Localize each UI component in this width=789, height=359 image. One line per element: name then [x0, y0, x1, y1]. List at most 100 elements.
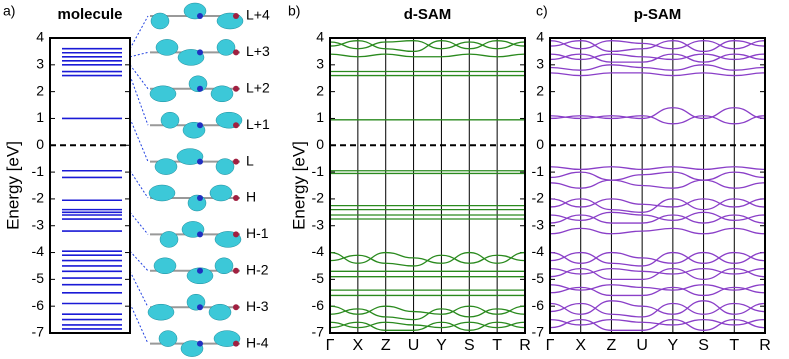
- y-tick-label: -3: [532, 216, 545, 232]
- x-tick-label: T: [492, 337, 502, 354]
- atom: [197, 49, 203, 56]
- y-tick-label: -6: [532, 297, 545, 313]
- atom: [197, 231, 203, 238]
- orbital-arrow: [129, 250, 149, 272]
- orbital-lobe: [149, 85, 177, 103]
- y-tick-label: -5: [532, 270, 545, 286]
- band: [329, 251, 526, 264]
- band: [549, 286, 766, 297]
- y-tick-label: 2: [316, 82, 324, 98]
- orbital-arrow: [129, 118, 149, 162]
- y-tick-label: 0: [536, 136, 544, 152]
- y-tick-label: 4: [36, 29, 44, 45]
- band: [549, 171, 766, 181]
- plot-frame: [49, 37, 131, 334]
- band: [549, 267, 766, 281]
- x-tick-label: S: [698, 337, 709, 354]
- orbital-arrow: [129, 75, 149, 126]
- atom: [197, 267, 203, 274]
- orbital-arrow: [129, 15, 149, 49]
- band: [549, 166, 766, 171]
- plot-frame: [549, 37, 766, 334]
- atom: [197, 85, 203, 92]
- orbital-label: L+1: [246, 116, 270, 132]
- y-tick-label: 1: [316, 109, 324, 125]
- band: [549, 227, 766, 235]
- orbital-label: H-3: [246, 298, 269, 314]
- y-tick-label: 0: [316, 136, 324, 152]
- panel-label: c): [536, 3, 548, 19]
- orbital-arrow: [129, 64, 149, 90]
- atom: [197, 122, 203, 129]
- y-tick-label: -4: [532, 243, 545, 259]
- orbital-lobe: [176, 148, 204, 165]
- orbital-lobe: [215, 158, 235, 175]
- band: [549, 198, 766, 213]
- orbital-label: H-2: [246, 262, 269, 278]
- x-tick-label: X: [353, 337, 364, 354]
- orbital-picture: [150, 330, 241, 357]
- orbital-label: L+4: [246, 7, 270, 23]
- atom: [233, 122, 239, 129]
- atom: [197, 195, 203, 201]
- x-tick-label: Y: [668, 337, 679, 354]
- y-tick-label: -2: [312, 190, 325, 206]
- band: [329, 40, 526, 53]
- orbital-lobe: [214, 257, 234, 275]
- y-tick-label: 4: [316, 29, 324, 45]
- band: [549, 107, 766, 120]
- orbital-picture: [148, 184, 240, 212]
- band: [329, 308, 526, 321]
- band: [549, 211, 766, 222]
- y-tick-label: -4: [312, 243, 325, 259]
- orbital-lobe: [158, 330, 178, 347]
- orbital-picture: [150, 39, 240, 66]
- y-tick-label: -3: [312, 216, 325, 232]
- band: [549, 214, 766, 224]
- orbital-arrow: [129, 212, 149, 235]
- band: [549, 251, 766, 264]
- band: [549, 284, 766, 291]
- y-tick-label: -2: [532, 190, 545, 206]
- atom: [233, 49, 239, 56]
- y-tick-label: -1: [32, 163, 45, 179]
- y-tick-label: -6: [32, 297, 45, 313]
- orbital-lobe: [148, 184, 176, 202]
- y-tick-label: -7: [532, 324, 545, 340]
- x-tick-label: Y: [436, 337, 447, 354]
- atom: [233, 85, 239, 92]
- y-tick-label: 2: [536, 82, 544, 98]
- orbital-lobe: [147, 303, 175, 321]
- band: [549, 40, 766, 50]
- x-tick-label: U: [408, 337, 420, 354]
- orbital-arrow: [129, 51, 149, 58]
- orbital-lobe: [154, 158, 178, 175]
- band: [329, 53, 526, 58]
- y-axis-label: Energy [eV]: [289, 141, 308, 230]
- atom: [233, 267, 239, 274]
- atom: [233, 231, 239, 238]
- x-tick-label: Γ: [546, 337, 555, 354]
- y-tick-label: -4: [32, 243, 45, 259]
- atom: [197, 158, 203, 165]
- x-tick-label: U: [636, 337, 648, 354]
- orbital-lobe: [187, 194, 207, 212]
- x-tick-label: Z: [381, 337, 391, 354]
- atom: [233, 195, 239, 201]
- y-tick-label: -7: [312, 324, 325, 340]
- orbital-lobe: [210, 85, 234, 103]
- x-tick-label: X: [575, 337, 586, 354]
- band: [329, 321, 526, 331]
- band: [549, 64, 766, 71]
- orbital-lobe: [150, 12, 170, 30]
- y-tick-label: 4: [536, 29, 544, 45]
- orbital-label: H: [246, 189, 256, 205]
- band: [549, 115, 766, 125]
- band: [549, 40, 766, 53]
- atom: [233, 340, 239, 347]
- y-tick-label: 2: [36, 82, 44, 98]
- band: [329, 254, 526, 267]
- atom: [233, 304, 239, 311]
- orbital-lobe: [160, 111, 180, 129]
- y-tick-label: 1: [536, 109, 544, 125]
